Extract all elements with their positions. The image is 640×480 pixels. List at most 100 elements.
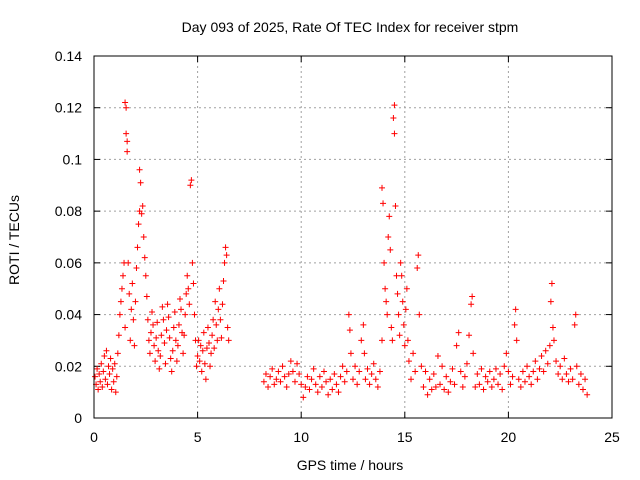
data-point xyxy=(94,365,101,372)
x-tick-label: 5 xyxy=(194,429,202,445)
data-point xyxy=(204,324,211,331)
data-point xyxy=(347,350,354,357)
data-point xyxy=(153,334,160,341)
data-point xyxy=(381,259,388,266)
data-point xyxy=(561,355,568,362)
y-tick-label: 0.1 xyxy=(63,151,83,167)
data-point xyxy=(392,202,399,209)
x-tick-label: 0 xyxy=(90,429,98,445)
data-point xyxy=(127,337,134,344)
data-point xyxy=(380,200,387,207)
data-point xyxy=(470,350,477,357)
y-tick-label: 0.12 xyxy=(55,100,82,116)
data-point xyxy=(289,368,296,375)
data-point xyxy=(399,298,406,305)
data-point xyxy=(104,381,111,388)
data-point xyxy=(362,376,369,383)
data-point xyxy=(401,342,408,349)
data-point xyxy=(396,332,403,339)
data-point xyxy=(296,371,303,378)
data-point xyxy=(214,337,221,344)
data-point xyxy=(273,376,280,383)
data-point xyxy=(168,368,175,375)
data-point xyxy=(497,371,504,378)
data-point xyxy=(207,363,214,370)
data-point xyxy=(223,252,230,259)
data-point xyxy=(388,324,395,331)
data-point xyxy=(437,381,444,388)
data-point xyxy=(220,277,227,284)
x-tick-label: 15 xyxy=(397,429,413,445)
data-point xyxy=(194,352,201,359)
data-point xyxy=(216,285,223,292)
grid-layer xyxy=(94,56,612,418)
data-point xyxy=(182,311,189,318)
data-point xyxy=(190,280,197,287)
data-point xyxy=(279,363,286,370)
data-point xyxy=(95,386,102,393)
data-point xyxy=(267,373,274,380)
data-point xyxy=(163,327,170,334)
data-point xyxy=(563,371,570,378)
data-point xyxy=(114,350,121,357)
data-point xyxy=(152,358,159,365)
data-point xyxy=(269,365,276,372)
data-point xyxy=(528,381,535,388)
data-point xyxy=(577,371,584,378)
data-point xyxy=(188,177,195,184)
data-point xyxy=(195,337,202,344)
data-point xyxy=(573,363,580,370)
data-point xyxy=(108,386,115,393)
data-point xyxy=(308,376,315,383)
data-point xyxy=(548,280,555,287)
data-point xyxy=(96,371,103,378)
data-point xyxy=(398,272,405,279)
data-point xyxy=(136,166,143,173)
data-point xyxy=(150,321,157,328)
data-point xyxy=(115,332,122,339)
data-point xyxy=(132,298,139,305)
data-point xyxy=(542,347,549,354)
data-point xyxy=(482,373,489,380)
data-point xyxy=(390,115,397,122)
data-point xyxy=(158,332,165,339)
y-tick-label: 0.02 xyxy=(55,358,82,374)
data-point xyxy=(503,350,510,357)
data-point xyxy=(211,345,218,352)
data-point xyxy=(495,381,502,388)
data-point xyxy=(569,376,576,383)
data-point xyxy=(173,358,180,365)
data-point xyxy=(199,347,206,354)
tick-layer: 0 5 10 15 20 25 0 0.02 0.04 0.06 0.08 0.1 0.12 0.14 xyxy=(55,48,620,445)
data-point xyxy=(366,381,373,388)
data-point xyxy=(383,298,390,305)
data-point xyxy=(221,259,228,266)
data-point xyxy=(415,252,422,259)
data-point xyxy=(447,378,454,385)
data-point xyxy=(196,358,203,365)
x-axis-label: GPS time / hours xyxy=(297,457,404,473)
data-point xyxy=(143,293,150,300)
data-point xyxy=(391,130,398,137)
data-point xyxy=(416,311,423,318)
data-point xyxy=(212,298,219,305)
data-point xyxy=(323,378,330,385)
data-point xyxy=(203,345,210,352)
data-point xyxy=(534,376,541,383)
data-point xyxy=(110,378,117,385)
data-point xyxy=(501,363,508,370)
data-point xyxy=(101,352,108,359)
data-point xyxy=(513,337,520,344)
data-point xyxy=(341,378,348,385)
data-point xyxy=(98,360,105,367)
data-point xyxy=(147,329,154,336)
data-point xyxy=(124,138,131,145)
data-point xyxy=(102,376,109,383)
data-point xyxy=(130,316,137,323)
data-point xyxy=(141,254,148,261)
data-point xyxy=(191,311,198,318)
data-point xyxy=(310,365,317,372)
data-point xyxy=(265,383,272,390)
data-point xyxy=(526,373,533,380)
data-point xyxy=(370,360,377,367)
